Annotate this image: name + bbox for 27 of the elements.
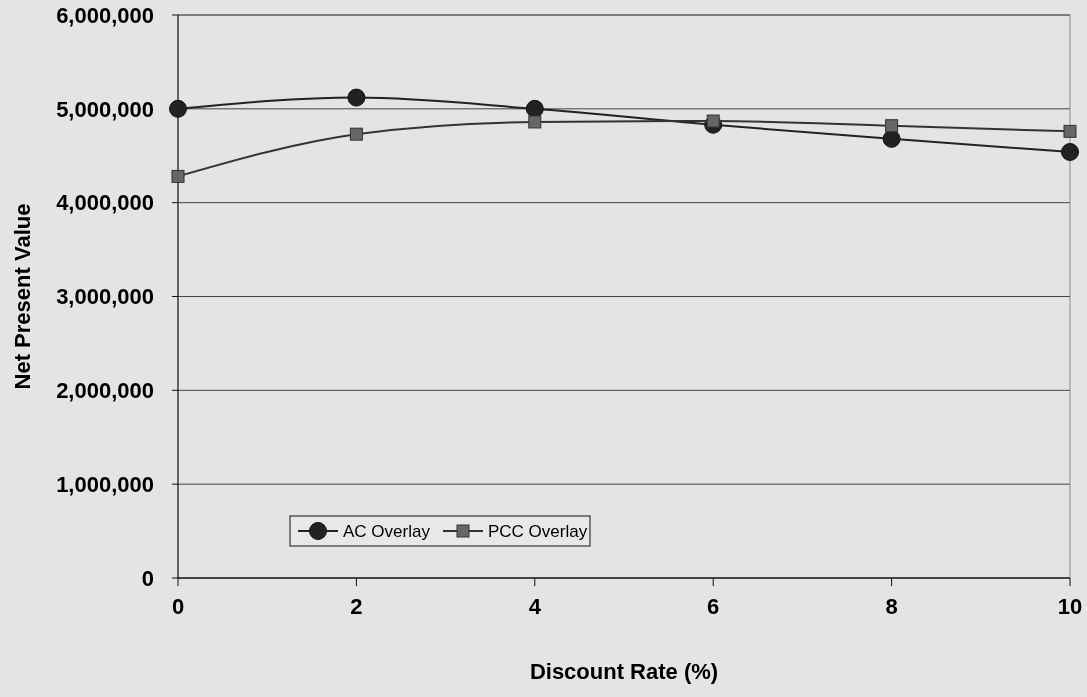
x-tick-label: 6 — [707, 594, 720, 619]
point — [171, 169, 185, 183]
y-tick-label: 4,000,000 — [56, 190, 154, 216]
x-tick-label: 2 — [350, 594, 363, 619]
y-axis-title: Net Present Value — [10, 203, 35, 390]
point — [1063, 124, 1077, 138]
point — [169, 99, 187, 118]
y-tick-label: 3,000,000 — [56, 284, 154, 310]
y-tick-label: 6,000,000 — [56, 2, 154, 28]
x-axis-title: Discount Rate (%) — [529, 659, 719, 684]
y-tick-label: 2,000,000 — [56, 378, 154, 404]
point — [528, 115, 542, 129]
point — [885, 119, 899, 133]
x-tick-label: 0 — [171, 594, 185, 619]
y-tick-label: 1,000,000 — [56, 471, 154, 497]
legend-label: AC Overlay — [343, 521, 431, 541]
y-tick-label: 0 — [141, 565, 154, 591]
y-tick-label: 5,000,000 — [56, 96, 154, 122]
x-tick-label: 8 — [885, 594, 898, 619]
legend-label: PCC Overlay — [488, 521, 588, 541]
point — [347, 88, 366, 107]
x-tick-label: 4 — [528, 594, 542, 619]
point — [882, 129, 901, 148]
point — [349, 127, 363, 141]
point — [525, 99, 544, 118]
point — [1061, 143, 1079, 161]
x-tick-label: 10 — [1057, 594, 1083, 619]
